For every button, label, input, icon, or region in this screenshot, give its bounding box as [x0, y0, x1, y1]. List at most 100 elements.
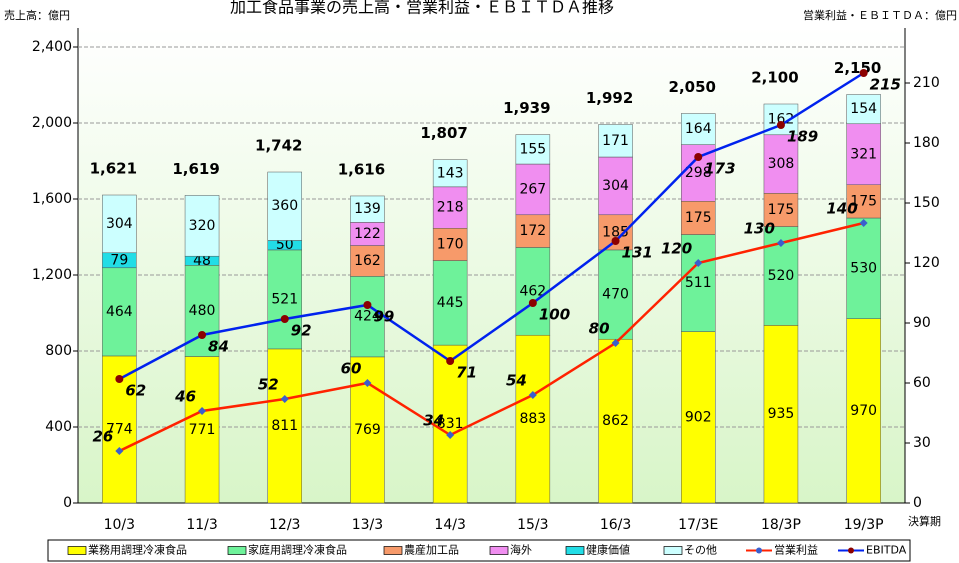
- marker: [694, 259, 703, 267]
- legend-label: その他: [684, 544, 717, 557]
- data-label: 60: [341, 360, 362, 378]
- data-label: 131: [622, 244, 653, 262]
- x-tick-label: 16/3: [600, 517, 631, 533]
- total-label: 1,621: [90, 160, 137, 178]
- bar-segment: [681, 234, 716, 332]
- bar-segment: [846, 217, 881, 319]
- x-tick-label: 18/3P: [761, 517, 801, 533]
- segment-label: 462: [519, 283, 546, 299]
- y2-tick-label: 180: [913, 135, 940, 151]
- legend-label: 業務用調理冷凍食品: [88, 543, 187, 557]
- bar-segment: [184, 356, 220, 504]
- data-label: 62: [125, 382, 146, 400]
- legend-swatch: [565, 546, 585, 555]
- segment-label: 171: [602, 133, 629, 149]
- legend-swatch: [383, 546, 403, 555]
- segment-label: 520: [768, 268, 795, 284]
- data-label: 99: [373, 308, 394, 326]
- bar-segment: [267, 249, 302, 350]
- total-label: 1,616: [338, 160, 385, 178]
- segment-label: 162: [768, 111, 795, 127]
- y-tick-label: 0: [63, 495, 72, 511]
- legend-label: EBITDA: [866, 544, 907, 557]
- segment-label: 175: [768, 202, 795, 218]
- bar-segment: [763, 134, 799, 194]
- data-label: 84: [208, 338, 229, 356]
- bar-segment: [598, 338, 633, 504]
- marker: [446, 431, 455, 439]
- data-label: 71: [456, 364, 477, 382]
- segment-label: 162: [354, 253, 381, 269]
- bar-segment: [846, 94, 881, 125]
- marker: [198, 331, 207, 339]
- marker: [280, 315, 289, 323]
- y2-tick-label: 120: [913, 255, 940, 271]
- segment-label: 771: [189, 422, 216, 438]
- segment-label: 862: [602, 413, 629, 429]
- segment-label: 304: [106, 216, 133, 232]
- bar-segment: [598, 124, 633, 158]
- bar-segment: [763, 193, 799, 227]
- segment-label: 139: [354, 201, 381, 217]
- segment-label: 360: [271, 198, 298, 214]
- segment-label: 480: [189, 303, 216, 319]
- legend-swatch: [663, 546, 683, 555]
- y-axis-label: 売上高：億円: [4, 8, 70, 22]
- marker: [363, 379, 372, 387]
- chart-title: 加工食品事業の売上高・営業利益・ＥＢＩＴＤＡ推移: [230, 0, 614, 17]
- bar-segment: [515, 134, 551, 165]
- data-label: 80: [589, 320, 610, 338]
- segment-label: 48: [193, 253, 211, 269]
- y2-tick-label: 90: [913, 315, 931, 331]
- bar-segment: [102, 194, 137, 254]
- data-label: 100: [539, 306, 570, 324]
- segment-label: 769: [354, 422, 381, 438]
- marker: [859, 69, 868, 77]
- legend-marker: [756, 547, 762, 554]
- y2-axis-label: 営業利益・ＥＢＩＴＤＡ：億円: [803, 8, 957, 22]
- segment-label: 298: [685, 165, 712, 181]
- segment-label: 267: [519, 181, 546, 197]
- segment-label: 530: [850, 260, 877, 276]
- segment-label: 511: [685, 275, 712, 291]
- segment-label: 935: [768, 406, 795, 422]
- total-label: 2,100: [751, 69, 798, 87]
- data-label: 26: [92, 428, 113, 446]
- bar-segment: [102, 267, 137, 357]
- bar-segment: [515, 163, 551, 216]
- segment-label: 175: [685, 210, 712, 226]
- total-label: 1,992: [586, 89, 633, 107]
- marker: [115, 375, 124, 383]
- total-label: 2,050: [669, 78, 716, 96]
- segment-label: 521: [271, 291, 298, 307]
- marker: [115, 447, 124, 455]
- legend-marker: [848, 547, 854, 554]
- legend-swatch: [227, 546, 247, 555]
- segment-label: 155: [519, 141, 546, 157]
- segment-label: 164: [685, 121, 712, 137]
- data-label: 46: [174, 388, 196, 406]
- legend-label: 農産加工品: [404, 543, 459, 557]
- marker: [280, 395, 289, 403]
- legend-swatch: [489, 546, 509, 555]
- x-tick-label: 17/3E: [678, 517, 718, 533]
- segment-label: 170: [437, 236, 464, 252]
- bar-segment: [350, 195, 385, 223]
- segment-label: 185: [602, 224, 629, 240]
- x-tick-label: 12/3: [269, 517, 300, 533]
- total-label: 1,742: [255, 137, 302, 155]
- y-tick-label: 1,600: [32, 191, 72, 207]
- segment-label: 308: [768, 156, 795, 172]
- segment-label: 320: [189, 218, 216, 234]
- bar-segment: [846, 123, 881, 186]
- y-tick-label: 800: [45, 343, 72, 359]
- legend-label: 健康価値: [586, 543, 630, 557]
- segment-label: 172: [519, 223, 546, 239]
- marker: [363, 301, 372, 309]
- data-label: 34: [423, 412, 444, 430]
- x-tick-label: 15/3: [517, 517, 548, 533]
- marker: [859, 219, 868, 227]
- segment-label: 122: [354, 226, 381, 242]
- segment-label: 79: [110, 252, 128, 268]
